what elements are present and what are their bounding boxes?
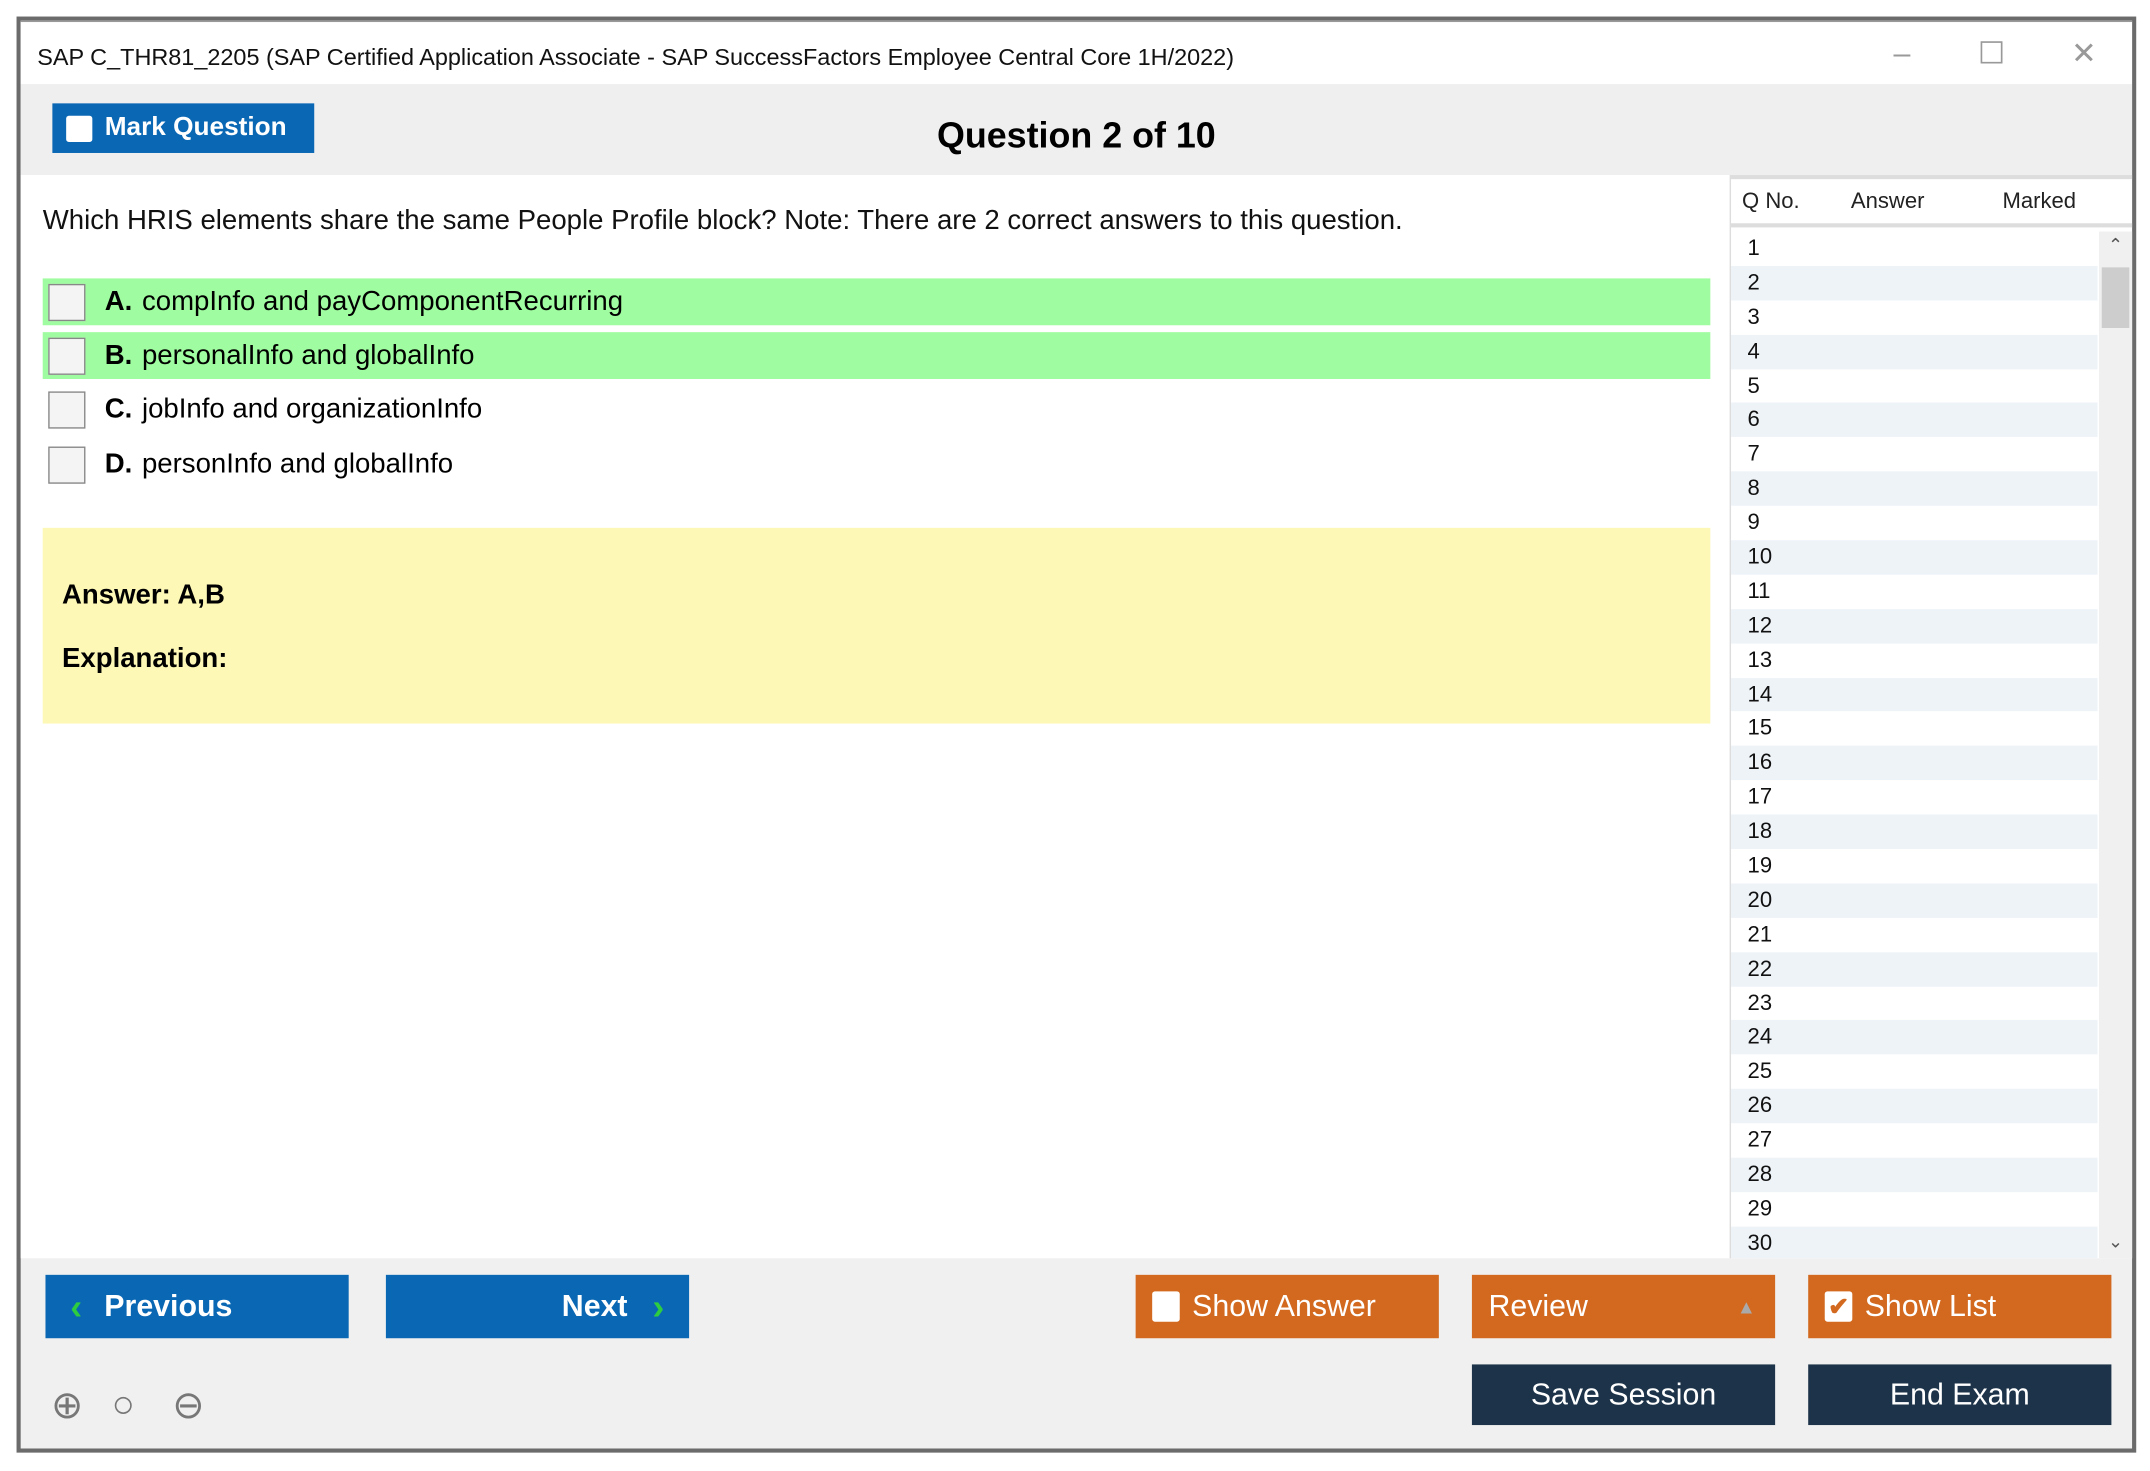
option-letter: D. xyxy=(104,448,133,479)
app-window: SAP C_THR81_2205 (SAP Certified Applicat… xyxy=(16,16,2137,1453)
answer-text: Answer: A,B xyxy=(62,580,225,611)
checkbox-icon xyxy=(66,115,93,142)
checkbox-icon xyxy=(1152,1291,1180,1322)
list-header: Q No. Answer Marked xyxy=(1731,175,2133,228)
option-text: personalInfo and globalInfo xyxy=(141,339,475,371)
question-area: Which HRIS elements share the same Peopl… xyxy=(20,175,1730,1259)
list-row[interactable]: 3 xyxy=(1747,305,1760,330)
list-row[interactable]: 30 xyxy=(1731,1226,2098,1259)
scroll-up-icon[interactable]: ⌃ xyxy=(2108,234,2124,255)
scrollbar[interactable]: ⌃ ⌄ xyxy=(2098,231,2133,1259)
show-list-label: Show List xyxy=(1864,1288,1997,1324)
list-row[interactable]: 9 xyxy=(1747,511,1760,535)
show-list-button[interactable]: ✔ Show List xyxy=(1808,1274,2112,1339)
list-row[interactable]: 7 xyxy=(1747,442,1760,467)
list-row[interactable]: 18 xyxy=(1731,814,2098,850)
question-list: 1 2 3 4 5 6 7 8 9 10 11 12 13 14 15 16 17 18 19 20 21 22 23 24 2… xyxy=(1731,232,2098,1259)
zoom-out-icon[interactable]: ⊖ xyxy=(172,1383,205,1427)
list-row[interactable]: 8 xyxy=(1731,471,2098,506)
zoom-reset-icon[interactable]: ○ xyxy=(111,1382,135,1426)
list-row[interactable]: 21 xyxy=(1747,923,1773,947)
review-dropdown[interactable]: Review ▲ xyxy=(1471,1274,1776,1339)
previous-label: Previous xyxy=(104,1288,233,1324)
list-row[interactable]: 2 xyxy=(1731,265,2098,301)
question-counter: Question 2 of 10 xyxy=(936,114,1216,156)
list-row[interactable]: 25 xyxy=(1747,1060,1773,1084)
option-d[interactable]: D. personInfo and globalInfo xyxy=(43,441,1711,488)
explanation-label: Explanation: xyxy=(62,643,228,674)
list-row[interactable]: 28 xyxy=(1731,1157,2098,1193)
list-row[interactable]: 24 xyxy=(1731,1020,2098,1055)
chevron-right-icon: › xyxy=(652,1285,665,1327)
option-b[interactable]: B. personalInfo and globalInfo xyxy=(42,332,1711,380)
list-row[interactable]: 15 xyxy=(1747,717,1773,741)
column-marked[interactable]: Marked xyxy=(2002,190,2077,214)
option-checkbox[interactable] xyxy=(48,283,86,321)
list-row[interactable]: 13 xyxy=(1747,648,1773,673)
list-row[interactable]: 4 xyxy=(1731,334,2098,369)
chevron-left-icon: ‹ xyxy=(70,1285,83,1327)
show-answer-button[interactable]: Show Answer xyxy=(1135,1274,1439,1339)
close-icon[interactable]: ✕ xyxy=(2071,35,2097,71)
list-row[interactable]: 14 xyxy=(1731,677,2098,712)
maximize-icon[interactable]: ☐ xyxy=(1977,35,2006,71)
header: Mark Question Question 2 of 10 xyxy=(20,84,2133,176)
checkbox-checked-icon: ✔ xyxy=(1824,1291,1853,1322)
triangle-up-icon: ▲ xyxy=(1736,1295,1756,1318)
list-row[interactable]: 6 xyxy=(1731,403,2098,438)
list-row[interactable]: 20 xyxy=(1731,883,2098,918)
option-letter: A. xyxy=(104,285,133,317)
next-label: Next xyxy=(561,1288,628,1324)
show-answer-label: Show Answer xyxy=(1192,1288,1376,1324)
list-row[interactable]: 26 xyxy=(1731,1089,2098,1124)
list-row[interactable]: 29 xyxy=(1747,1197,1773,1221)
list-row[interactable]: 19 xyxy=(1747,854,1773,878)
option-letter: B. xyxy=(104,339,133,371)
next-button[interactable]: Next › xyxy=(385,1274,690,1339)
question-list-panel: Q No. Answer Marked 1 2 3 4 5 6 7 8 9 10 11 12 13 14 1… xyxy=(1729,175,2133,1259)
column-answer[interactable]: Answer xyxy=(1850,190,1925,214)
mark-question-button[interactable]: Mark Question xyxy=(52,103,315,153)
option-checkbox[interactable] xyxy=(48,445,86,484)
end-exam-button[interactable]: End Exam xyxy=(1808,1364,2112,1426)
list-row[interactable]: 17 xyxy=(1747,785,1773,810)
list-row[interactable]: 1 xyxy=(1747,237,1760,261)
column-qno[interactable]: Q No. xyxy=(1742,190,1800,214)
minimize-icon[interactable]: – xyxy=(1893,35,1911,71)
list-row[interactable]: 5 xyxy=(1747,374,1760,398)
title-bar: SAP C_THR81_2205 (SAP Certified Applicat… xyxy=(20,20,2133,85)
list-row[interactable]: 11 xyxy=(1747,580,1771,604)
save-session-button[interactable]: Save Session xyxy=(1471,1364,1776,1426)
option-checkbox[interactable] xyxy=(48,390,86,428)
list-row[interactable]: 16 xyxy=(1731,746,2098,781)
previous-button[interactable]: ‹ Previous xyxy=(45,1274,349,1339)
mark-question-label: Mark Question xyxy=(104,113,287,142)
option-c[interactable]: C. jobInfo and organizationInfo xyxy=(43,386,1711,433)
option-text: compInfo and payComponentRecurring xyxy=(141,285,624,317)
scroll-thumb[interactable] xyxy=(2101,267,2130,329)
review-label: Review xyxy=(1488,1288,1588,1324)
question-text: Which HRIS elements share the same Peopl… xyxy=(42,205,1403,236)
option-text: jobInfo and organizationInfo xyxy=(141,393,483,424)
option-text: personInfo and globalInfo xyxy=(141,448,454,479)
list-row[interactable]: 10 xyxy=(1731,540,2098,575)
scroll-down-icon[interactable]: ⌄ xyxy=(2108,1230,2124,1252)
zoom-in-icon[interactable]: ⊕ xyxy=(50,1383,84,1427)
list-row[interactable]: 27 xyxy=(1747,1128,1773,1153)
list-row[interactable]: 23 xyxy=(1747,991,1773,1016)
list-row[interactable]: 12 xyxy=(1731,608,2098,644)
answer-box: Answer: A,B Explanation: xyxy=(42,527,1711,724)
option-a[interactable]: A. compInfo and payComponentRecurring xyxy=(42,278,1711,326)
window-title: SAP C_THR81_2205 (SAP Certified Applicat… xyxy=(37,44,1235,71)
option-letter: C. xyxy=(104,393,133,424)
list-row[interactable]: 22 xyxy=(1731,951,2098,987)
option-checkbox[interactable] xyxy=(48,336,86,375)
